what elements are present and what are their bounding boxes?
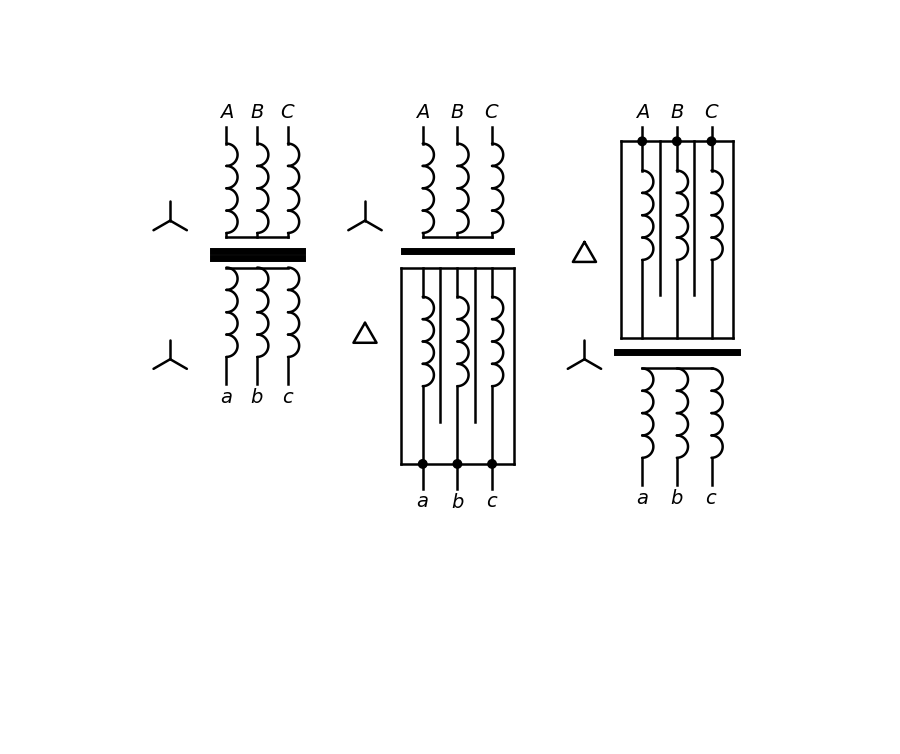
Text: $A$: $A$ [219,104,234,122]
Circle shape [672,137,681,146]
Circle shape [418,460,427,468]
Text: $a$: $a$ [220,389,233,406]
Text: $B$: $B$ [450,104,464,122]
Text: $b$: $b$ [451,493,464,512]
Circle shape [707,137,716,146]
Text: $b$: $b$ [250,388,264,407]
Text: $c$: $c$ [706,489,717,507]
Text: $a$: $a$ [417,493,429,511]
Text: $C$: $C$ [704,104,719,122]
Text: $c$: $c$ [282,389,294,406]
Circle shape [488,460,496,468]
Text: $B$: $B$ [250,104,265,122]
Text: $C$: $C$ [280,104,296,122]
Text: $A$: $A$ [634,104,650,122]
Text: $c$: $c$ [486,493,499,511]
Text: $C$: $C$ [484,104,500,122]
Text: $B$: $B$ [670,104,684,122]
Circle shape [454,460,462,468]
Text: $b$: $b$ [670,489,684,508]
Circle shape [638,137,646,146]
Text: $a$: $a$ [636,489,649,507]
Text: $A$: $A$ [415,104,430,122]
